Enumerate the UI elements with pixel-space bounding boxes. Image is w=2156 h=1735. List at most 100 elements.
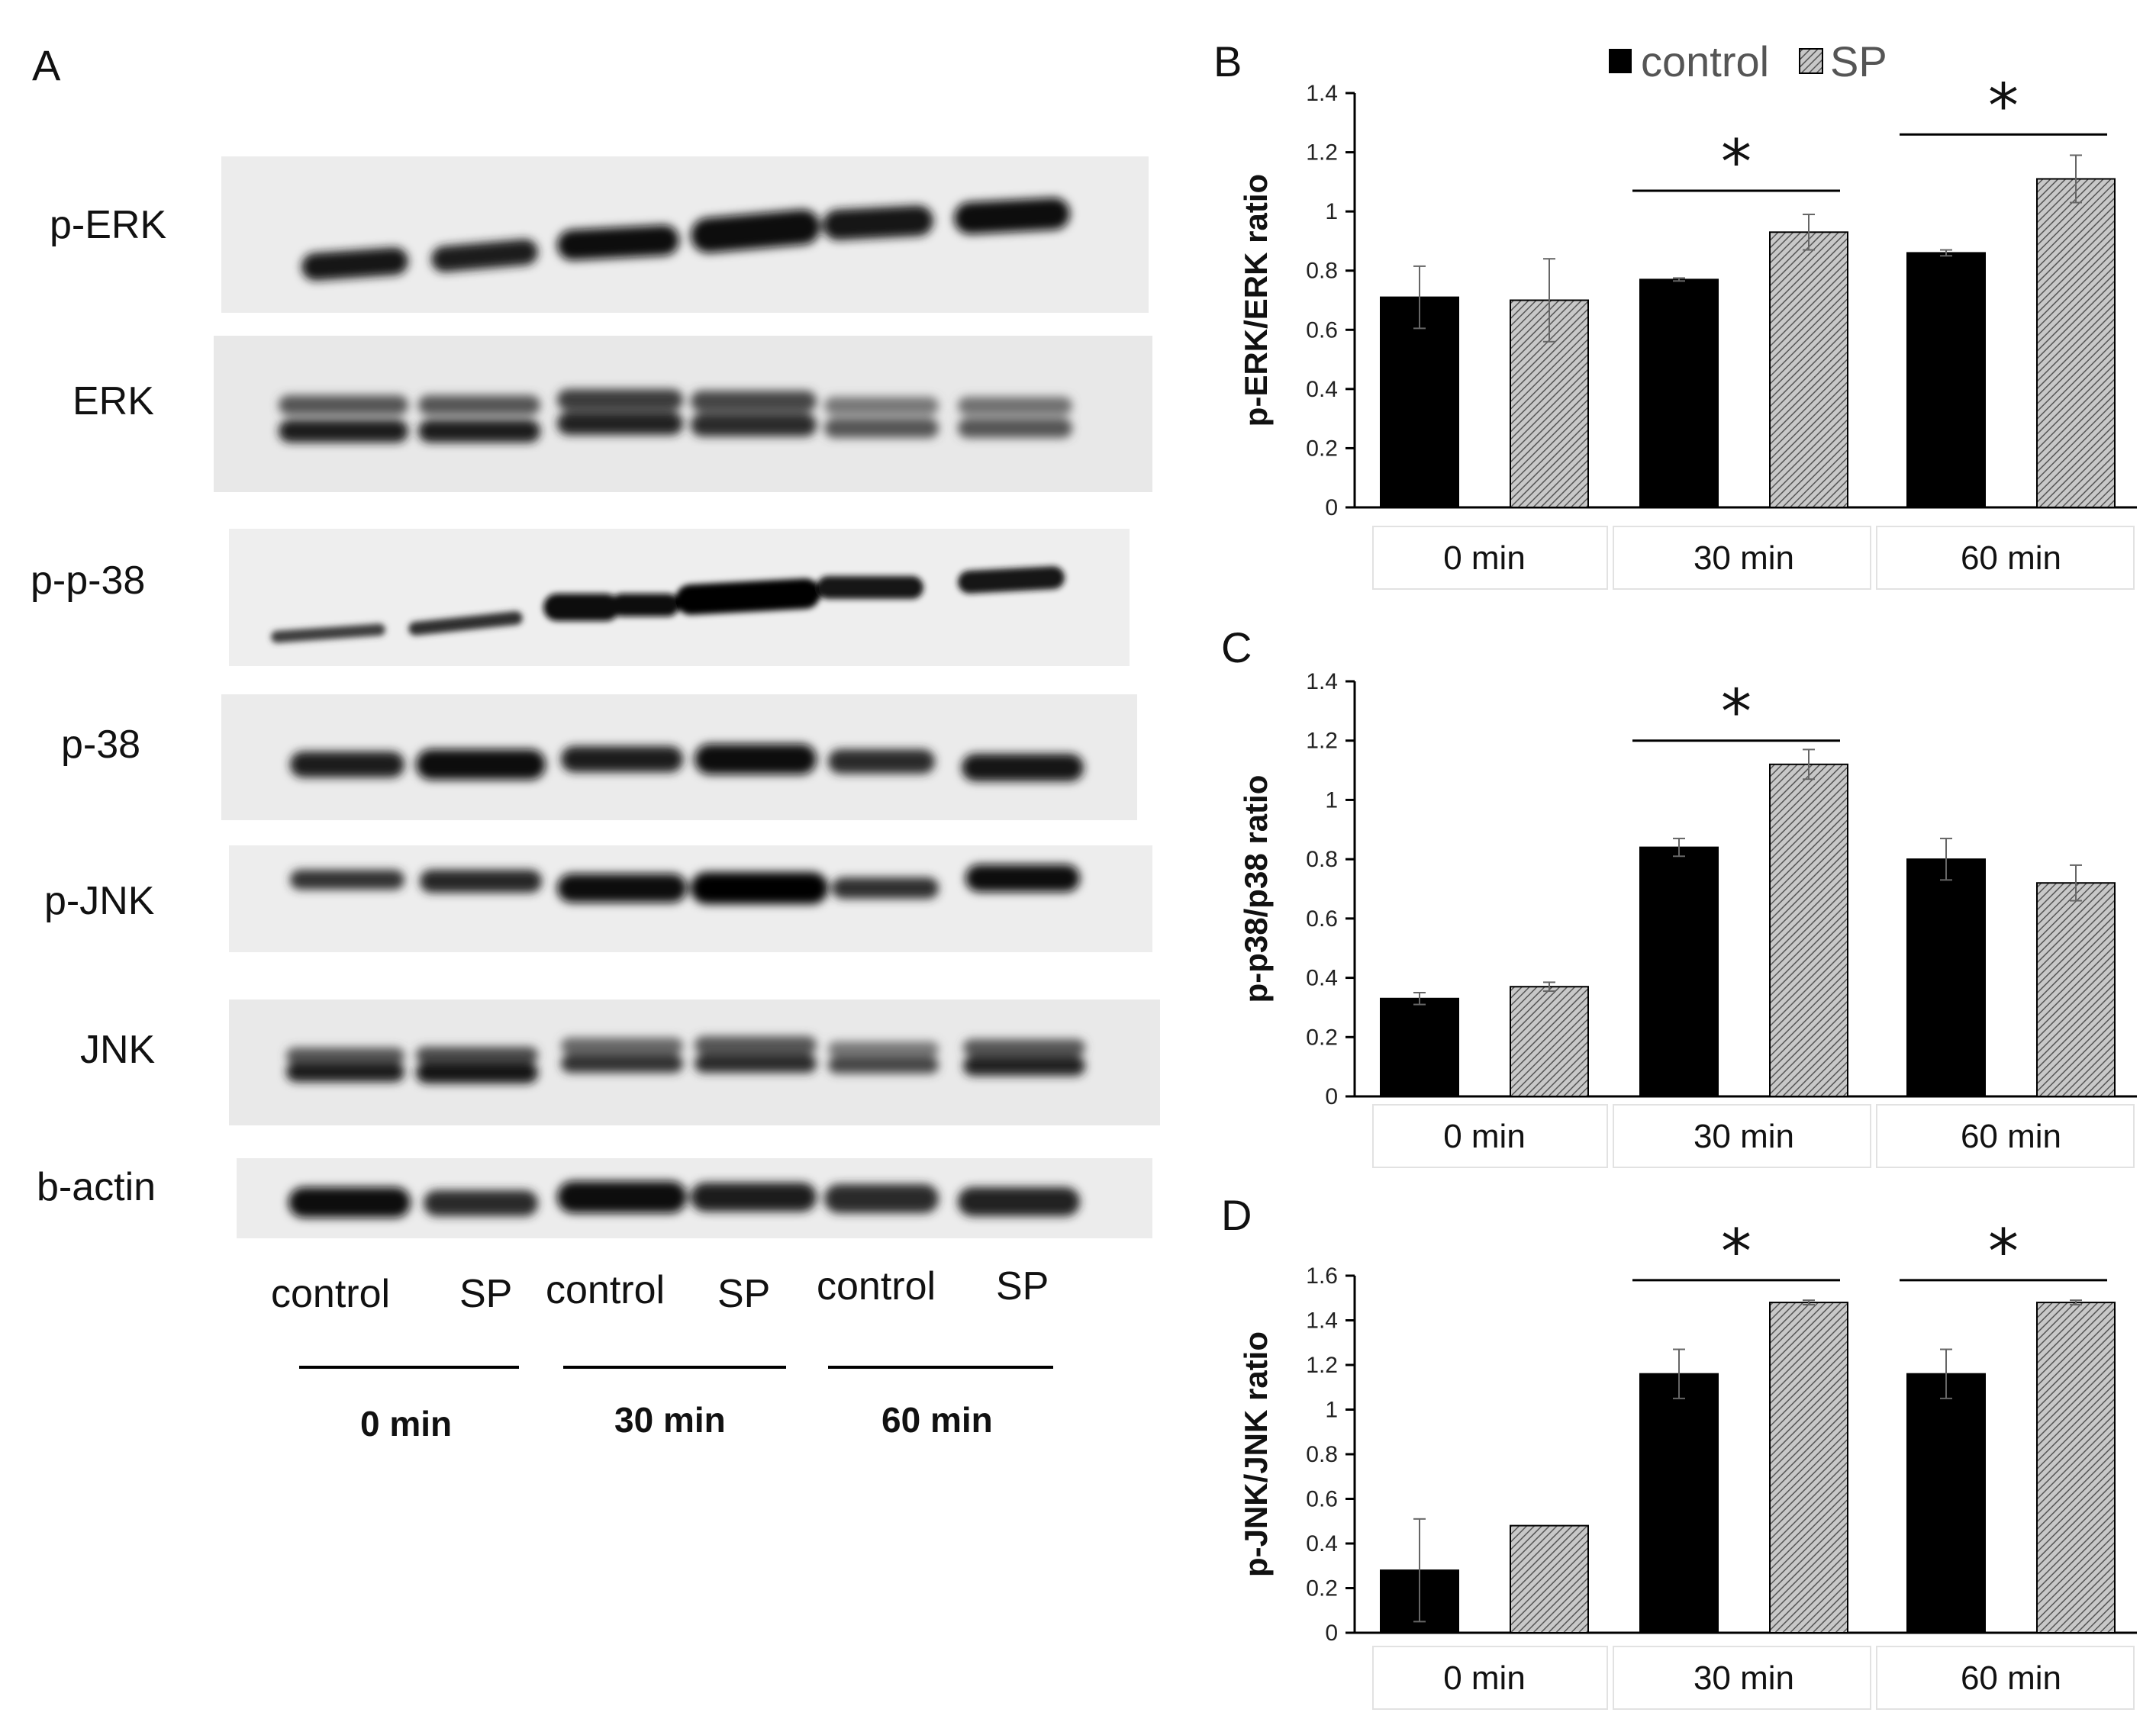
y-tick-label: 0 [1325,1084,1338,1109]
bar-control [1639,1373,1719,1634]
y-tick-label: 0.2 [1306,436,1338,461]
y-tick-label: 1 [1325,1398,1338,1423]
lane-label-control-60: control [817,1264,936,1308]
x-category-label: 0 min [1443,539,1526,577]
bar-sp [1769,1302,1848,1634]
bar-charts: 0 0.2 0.4 0.6 0.8 1 1.2 1.4 p-ERK/ERK ratio 0 min… [1238,70,2137,1710]
bands-p-erk [301,198,1070,281]
x-category-label: 0 min [1443,1659,1526,1697]
y-axis-label: p-JNK/JNK ratio [1238,1331,1274,1577]
y-tick-label: 0.4 [1306,1531,1338,1556]
bar-control [1906,858,1986,1097]
x-category-box [1876,1646,2135,1710]
time-label-30: 30 min [614,1400,726,1440]
y-tick-label: 0 [1325,1621,1338,1646]
panel-label-c: C [1221,623,1252,671]
y-tick-label: 0.2 [1306,1025,1338,1050]
y-tick-label: 0.6 [1306,317,1338,343]
chart-d: 0 0.2 0.4 0.6 0.8 1 1.2 1.4 1.6 p-JNK/JNK ratio 0 … [1238,1216,2137,1710]
significance-star: * [1721,127,1752,198]
bar-sp [1769,763,1848,1097]
x-category-label: 60 min [1961,539,2061,577]
y-tick-label: 0.6 [1306,906,1338,932]
y-tick-label: 1.2 [1306,729,1338,754]
y-tick-label: 1 [1325,787,1338,813]
bar-sp [1769,231,1848,508]
y-tick-label: 0.8 [1306,847,1338,872]
y-tick-label: 1 [1325,199,1338,224]
bands-p-jnk [290,864,1080,904]
time-label-0: 0 min [360,1404,452,1444]
y-tick-label: 0.8 [1306,1442,1338,1467]
bar-sp [2036,178,2116,508]
y-tick-label: 0 [1325,495,1338,520]
legend: control SP [1609,37,1887,85]
y-axis-label: p-ERK/ERK ratio [1238,174,1274,427]
bar-control [1639,278,1719,508]
x-category-label: 30 min [1694,1659,1794,1697]
significance-star: * [1988,1216,2019,1287]
legend-label-control: control [1641,37,1769,85]
significance-star: * [1988,70,2019,141]
bar-sp [1510,1524,1589,1634]
significance-star: * [1721,1216,1752,1287]
y-axis-label: p-p38/p38 ratio [1238,775,1274,1003]
lane-label-control-30: control [546,1268,665,1312]
y-tick-label: 1.2 [1306,1353,1338,1378]
legend-swatch-control [1609,49,1632,73]
bar-sp [1510,986,1589,1097]
x-category-box [1613,1646,1871,1710]
y-tick-label: 0.4 [1306,966,1338,991]
y-tick-label: 1.6 [1306,1263,1338,1289]
y-tick-label: 0.8 [1306,259,1338,284]
x-category-box [1372,1646,1608,1710]
protein-label-p-jnk: p-JNK [44,879,155,923]
y-tick-label: 1.4 [1306,1308,1338,1334]
bar-control [1906,1373,1986,1634]
x-category-box [1876,526,2135,590]
protein-label-p-erk: p-ERK [50,203,166,247]
x-category-label: 60 min [1961,1659,2061,1697]
lane-label-control-0: control [271,1272,390,1316]
bar-sp [2036,882,2116,1097]
chart-c: 0 0.2 0.4 0.6 0.8 1 1.2 1.4 p-p38/p38 ratio 0 min… [1238,669,2137,1168]
protein-label-erk: ERK [73,379,154,423]
western-blot: p-ERK ERK p-p-38 p-38 p-JNK JNK b-actin [31,156,1160,1444]
bar-sp [2036,1302,2116,1634]
y-tick-label: 0.6 [1306,1487,1338,1512]
bar-control [1380,296,1459,508]
bar-control [1906,252,1986,508]
x-category-box [1613,1104,1871,1168]
bar-control [1380,997,1459,1098]
x-category-label: 30 min [1694,539,1794,577]
x-category-box [1876,1104,2135,1168]
protein-label-p38: p-38 [61,723,140,767]
protein-label-jnk: JNK [80,1028,156,1072]
x-category-box [1372,526,1608,590]
x-category-label: 0 min [1443,1118,1526,1155]
legend-swatch-sp [1799,48,1823,74]
bands-p-p38 [271,566,1065,643]
y-tick-label: 1.2 [1306,140,1338,166]
x-category-label: 30 min [1694,1118,1794,1155]
y-tick-label: 1.4 [1306,81,1338,106]
x-category-label: 60 min [1961,1118,2061,1155]
time-label-60: 60 min [881,1400,993,1440]
panel-label-b: B [1213,37,1242,85]
y-tick-label: 0.4 [1306,377,1338,402]
protein-label-p-p38: p-p-38 [31,558,145,603]
blot-strip-p-erk [221,156,1149,313]
protein-label-b-actin: b-actin [37,1165,156,1209]
panel-label-a: A [32,41,61,89]
legend-label-sp: SP [1830,37,1887,85]
chart-b: 0 0.2 0.4 0.6 0.8 1 1.2 1.4 p-ERK/ERK ratio 0 min… [1238,70,2137,590]
lane-label-sp-60: SP [996,1264,1049,1308]
bar-control [1639,846,1719,1097]
bands-jnk [286,1036,1085,1083]
bands-erk [279,389,1072,443]
bands-b-actin [288,1181,1080,1218]
lane-label-sp-0: SP [459,1272,512,1316]
panel-label-d: D [1221,1191,1252,1239]
x-category-box [1372,1104,1608,1168]
blot-strip-p-jnk [229,845,1152,952]
